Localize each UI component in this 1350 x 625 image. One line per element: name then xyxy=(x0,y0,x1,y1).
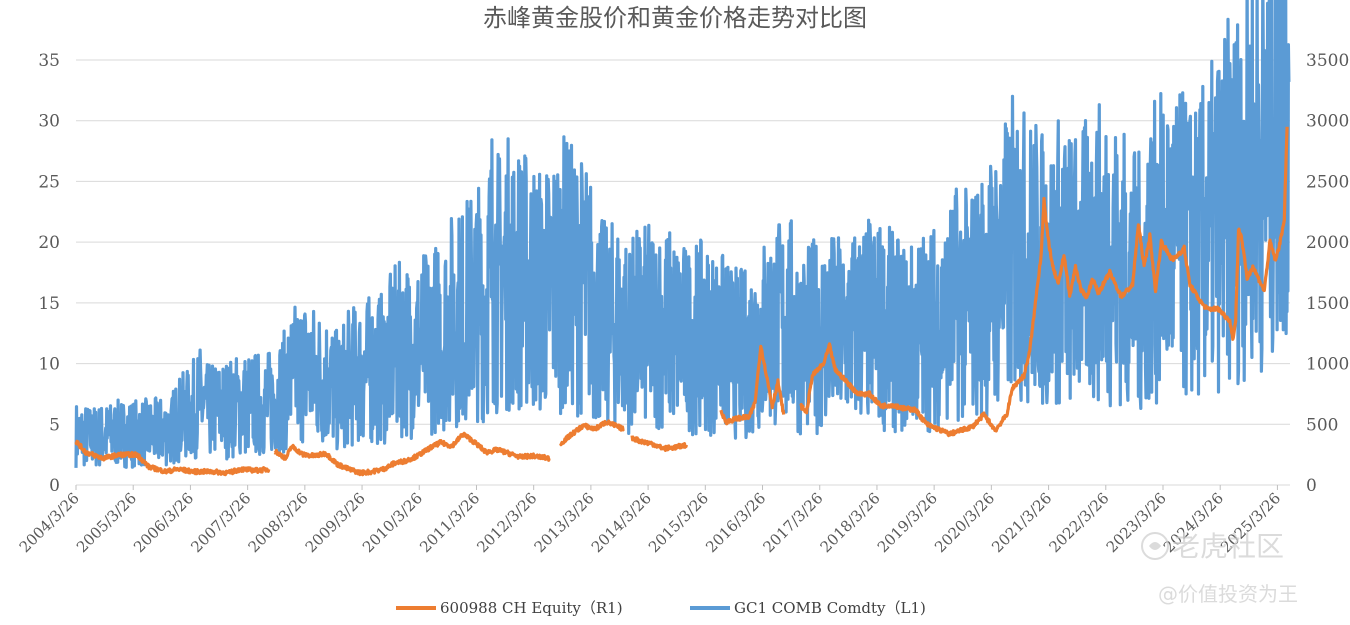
x-tick-label: 2004/3/26 xyxy=(16,489,83,556)
x-tick-label: 2022/3/26 xyxy=(1045,489,1112,556)
series-line-gold xyxy=(74,0,1291,469)
legend-label-equity: 600988 CH Equity（R1) xyxy=(440,599,623,617)
right-tick-label: 1000 xyxy=(1306,355,1349,375)
x-tick-label: 2013/3/26 xyxy=(531,489,598,556)
right-tick-label: 2500 xyxy=(1306,172,1349,192)
x-tick-label: 2019/3/26 xyxy=(874,489,941,556)
right-tick-label: 1500 xyxy=(1306,294,1349,314)
right-tick-label: 500 xyxy=(1306,415,1338,435)
left-tick-label: 5 xyxy=(49,415,60,435)
left-tick-label: 30 xyxy=(38,112,60,132)
left-axis-ticks: 0 5 10 15 20 25 30 35 xyxy=(38,51,60,496)
x-tick-label: 2015/3/26 xyxy=(645,489,712,556)
left-tick-label: 10 xyxy=(38,355,60,375)
x-tick-label: 2011/3/26 xyxy=(416,489,483,556)
legend-label-gold: GC1 COMB Comdty（L1) xyxy=(734,599,926,617)
x-tick-label: 2020/3/26 xyxy=(931,489,998,556)
series-line-equity xyxy=(273,431,551,477)
left-tick-label: 20 xyxy=(38,233,60,253)
tiger-logo-icon xyxy=(1141,532,1169,560)
x-tick-label: 2021/3/26 xyxy=(988,489,1055,556)
x-tick-label: 2006/3/26 xyxy=(130,489,197,556)
right-tick-label: 2000 xyxy=(1306,233,1349,253)
right-tick-label: 3000 xyxy=(1306,112,1349,132)
left-tick-label: 0 xyxy=(49,476,60,496)
left-tick-label: 25 xyxy=(38,172,60,192)
watermark: 老虎社区 @价值投资为王 xyxy=(1141,530,1298,606)
x-tick-label: 2018/3/26 xyxy=(817,489,884,556)
series-lines xyxy=(74,0,1291,477)
right-tick-label: 0 xyxy=(1306,476,1317,496)
x-tick-label: 2008/3/26 xyxy=(245,489,312,556)
series-line-equity xyxy=(559,419,625,447)
series-line-equity xyxy=(630,435,688,452)
x-tick-label: 2012/3/26 xyxy=(473,489,540,556)
x-tick-label: 2007/3/26 xyxy=(187,489,254,556)
x-tick-label: 2010/3/26 xyxy=(359,489,426,556)
x-tick-label: 2014/3/26 xyxy=(588,489,655,556)
watermark-brand: 老虎社区 xyxy=(1172,530,1284,563)
x-tick-label: 2005/3/26 xyxy=(73,489,140,556)
watermark-author: @价值投资为王 xyxy=(1158,582,1298,606)
legend: 600988 CH Equity（R1) GC1 COMB Comdty（L1) xyxy=(396,599,926,617)
series-line-equity xyxy=(74,439,271,477)
chart-title: 赤峰黄金股价和黄金价格走势对比图 xyxy=(483,4,867,32)
left-tick-label: 15 xyxy=(38,294,60,314)
right-axis-ticks: 0 500 1000 1500 2000 2500 3000 3500 xyxy=(1306,51,1349,496)
left-tick-label: 35 xyxy=(38,51,60,71)
x-tick-label: 2016/3/26 xyxy=(702,489,769,556)
series-line-equity xyxy=(799,126,1289,438)
x-tick-label: 2009/3/26 xyxy=(302,489,369,556)
right-tick-label: 3500 xyxy=(1306,51,1349,71)
x-tick-label: 2017/3/26 xyxy=(759,489,826,556)
series-line-equity xyxy=(719,344,786,426)
x-axis-ticks: 2004/3/262005/3/262006/3/262007/3/262008… xyxy=(16,485,1284,556)
